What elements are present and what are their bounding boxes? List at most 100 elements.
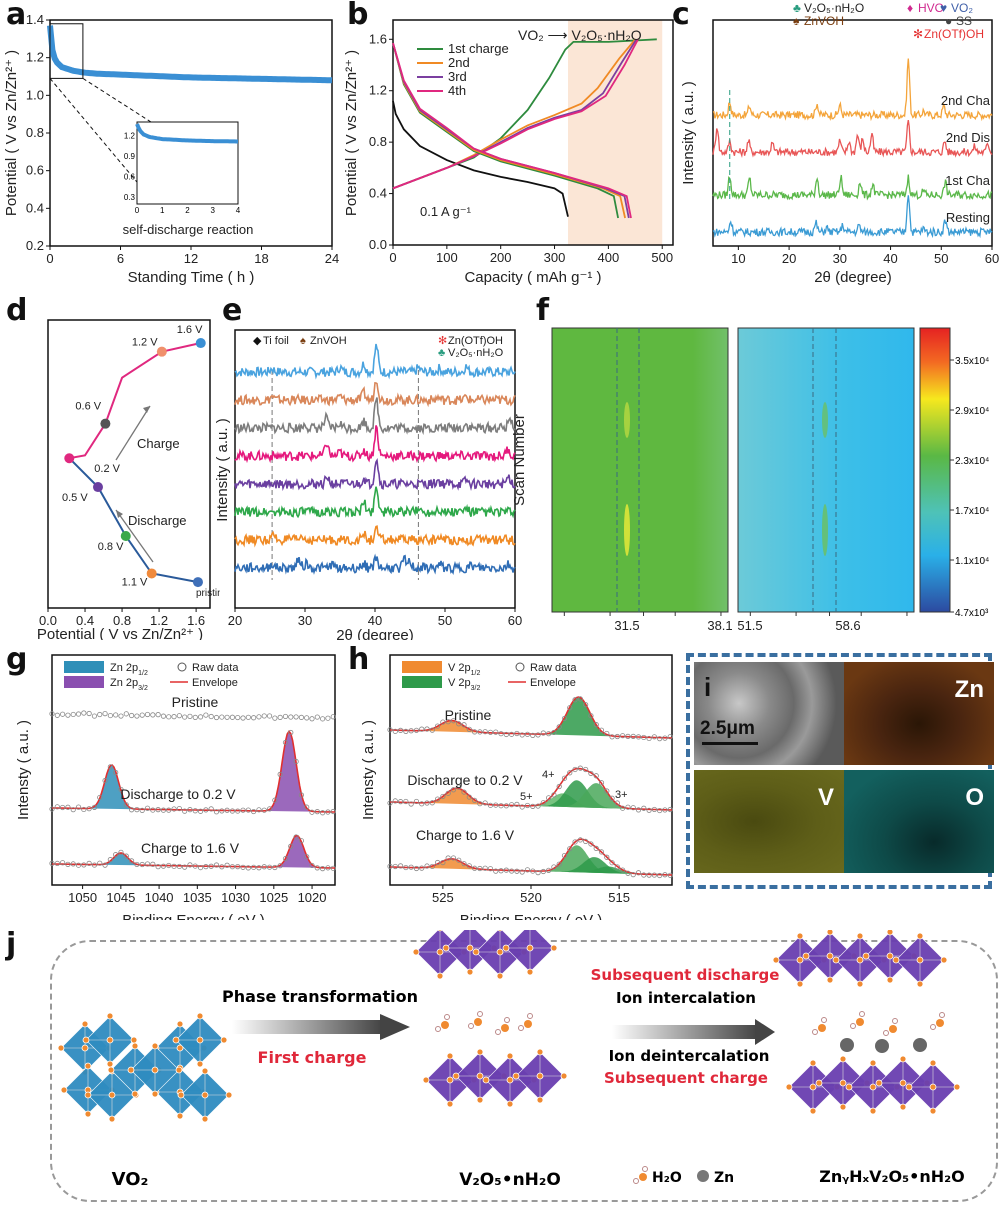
svg-h-raw-point (561, 852, 568, 859)
water-h (435, 1026, 441, 1032)
oxygen-atom (550, 944, 558, 952)
oxygen-atom (220, 1036, 228, 1044)
water-molecule (856, 1018, 864, 1026)
oxygen-atom (84, 1062, 92, 1070)
svg-h-peak-fill (529, 780, 625, 809)
svg-g-raw-point (134, 713, 140, 719)
svg-h-raw-point (551, 792, 557, 798)
c-legend-label: V₂O₅·nH₂O (804, 1, 864, 15)
oxygen-atom (839, 1079, 847, 1087)
svg-g-raw-point (118, 786, 124, 793)
oxygen-atom (466, 944, 474, 952)
svg-g-raw-point (155, 864, 161, 870)
svg-h-raw-point (482, 865, 488, 871)
oxygen-atom (929, 1083, 937, 1091)
a-y-tick-label: 0.2 (26, 238, 44, 253)
svg-g-raw-point (128, 712, 135, 719)
panel-label-h: h (348, 642, 370, 677)
svg-g-raw-point (75, 711, 82, 717)
svg-g-raw-point (65, 861, 71, 867)
svg-h-raw-point (662, 872, 668, 878)
svg-g-x-tick-label: 1030 (221, 890, 250, 905)
svg-h-raw-point (419, 726, 425, 732)
svg-h-raw-point (519, 732, 525, 738)
svg-g-raw-point (171, 806, 177, 812)
oxygen-atom (201, 1091, 209, 1099)
svg-g-legend-swatch (64, 676, 104, 688)
svg-g-raw-point (81, 862, 87, 868)
svg-g-raw-point (54, 860, 60, 867)
oxygen-atom (502, 944, 510, 952)
e-trace-0 (234, 343, 516, 380)
d-charge-arrow (115, 405, 151, 461)
svg-h-raw-point (387, 863, 393, 869)
oxygen-atom (151, 1090, 159, 1098)
c-x-tick-label: 10 (731, 251, 745, 266)
svg-g-raw-point (118, 849, 124, 855)
b-legend-label: 1st charge (448, 41, 509, 56)
svg-g-raw-point (86, 860, 92, 866)
oxygen-atom (108, 1091, 116, 1099)
f-colorbar-label: 1.7x10⁴ (955, 506, 989, 517)
svg-g-raw-point (277, 714, 283, 720)
svg-g-raw-point (155, 712, 161, 718)
arrow2-line1: Subsequent discharge (591, 966, 780, 984)
svg-g-raw-point (91, 804, 98, 810)
svg-h-raw-point (498, 868, 504, 874)
svg-g-raw-point (160, 713, 167, 719)
svg-h-raw-point (630, 872, 636, 878)
svg-g-raw-point (97, 711, 103, 718)
svg-h-raw-point (514, 801, 520, 807)
svg-h-raw-point (540, 800, 546, 806)
chart-a-self-discharge: 0 6 12 18 240.20.40.60.81.01.21.40 1 2 3 40.30.6… (3, 12, 339, 286)
svg-h-raw-point (657, 872, 663, 879)
d-point-label: 1.2 V (132, 337, 158, 349)
svg-g-raw-point (97, 860, 103, 866)
svg-h-raw-point (413, 727, 420, 733)
svg-g-raw-point (166, 862, 172, 869)
a-inset-ytick: 0.9 (124, 152, 136, 161)
svg-g-raw-point (325, 865, 331, 871)
svg-g-raw-point (113, 852, 119, 858)
oxygen-atom (81, 1020, 89, 1028)
svg-h-raw-point (625, 804, 631, 810)
svg-h-raw-point (551, 729, 557, 736)
svg-g-raw-point (261, 713, 267, 719)
svg-h-raw-point (646, 807, 652, 813)
oxygen-atom (176, 1020, 184, 1028)
svg-g-raw-point (144, 861, 151, 867)
zn-v2o5-label: ZnᵧHₓV₂O₅•nH₂O (819, 1167, 964, 1186)
svg-h-raw-point (477, 865, 483, 872)
oxygen-atom (60, 1086, 68, 1094)
svg-h-raw-point (514, 730, 520, 737)
b-annotation: VO₂ ⟶ V₂O₅·nH₂O (518, 27, 642, 43)
a-zoom-guide-2 (82, 77, 152, 123)
svg-h-raw-point (604, 854, 610, 860)
scheme-j: VO₂ Phase transformation First charge V₂O₅•… (57, 930, 965, 1190)
a-inset-ytick: 0.6 (124, 173, 136, 182)
svg-g-x-tick-label: 1050 (68, 890, 97, 905)
oxygen-atom (916, 956, 924, 964)
water-h (821, 1017, 827, 1023)
a-x-tick-label: 6 (117, 251, 124, 266)
svg-h-raw-point (598, 780, 605, 786)
oxygen-atom (839, 1103, 847, 1111)
svg-h-raw-point (450, 718, 457, 724)
oxygen-atom (201, 1067, 209, 1075)
oxygen-atom (802, 952, 810, 960)
svg-g-raw-point (219, 714, 225, 720)
svg-g-peak-fill (81, 764, 142, 810)
c-legend-symbol: ✻ (913, 27, 923, 41)
svg-h-raw-point (556, 861, 562, 867)
svg-g-raw-point (75, 804, 82, 810)
oxygen-atom (151, 1042, 159, 1050)
eds-map-zn: Zn (844, 662, 994, 765)
b-series-8 (392, 42, 632, 219)
svg-g-raw-point (240, 864, 246, 870)
svg-g-raw-point (240, 715, 246, 721)
svg-g-raw-point (235, 864, 241, 870)
f-heatmap-0 (551, 327, 729, 613)
f-colorbar-label: 3.5x10⁴ (955, 356, 989, 367)
oxygen-atom (832, 956, 840, 964)
plot-frame (389, 654, 673, 886)
